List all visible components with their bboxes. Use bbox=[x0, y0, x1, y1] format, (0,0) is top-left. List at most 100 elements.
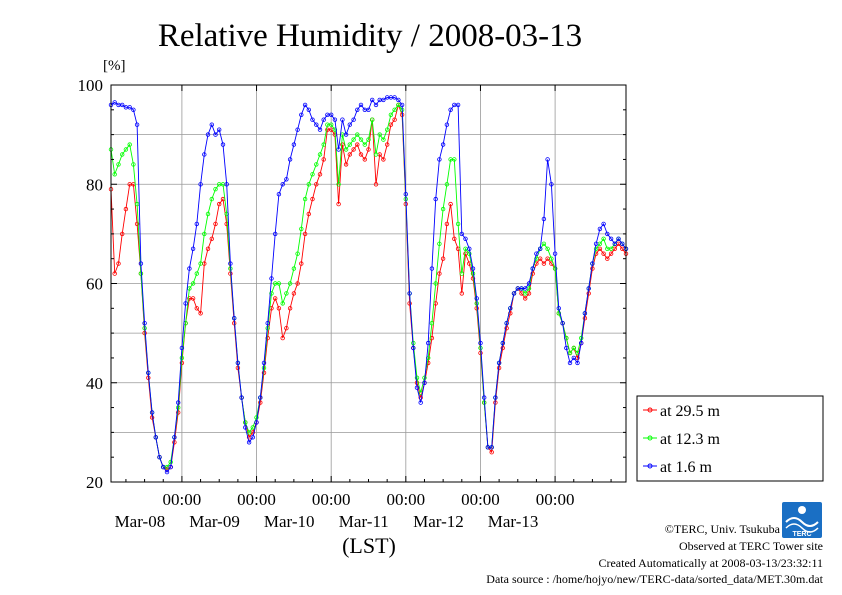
data-point bbox=[295, 251, 300, 256]
data-point bbox=[414, 375, 420, 380]
data-point bbox=[605, 256, 610, 261]
data-point bbox=[560, 321, 565, 326]
data-point bbox=[601, 251, 606, 256]
data-point bbox=[467, 251, 472, 256]
data-point bbox=[194, 271, 199, 276]
data-point bbox=[343, 147, 349, 152]
data-point bbox=[119, 231, 125, 237]
data-point bbox=[123, 206, 129, 212]
data-point bbox=[269, 276, 274, 281]
data-point bbox=[440, 256, 446, 261]
data-point bbox=[314, 182, 319, 187]
data-point bbox=[358, 102, 364, 108]
y-tick-label: 40 bbox=[86, 374, 103, 393]
data-point bbox=[526, 281, 532, 286]
data-point bbox=[355, 107, 360, 112]
created-text: Created Automatically at 2008-03-13/23:3… bbox=[598, 556, 823, 570]
data-point bbox=[489, 450, 494, 455]
data-point bbox=[597, 226, 603, 232]
data-point bbox=[258, 395, 263, 400]
data-point bbox=[291, 142, 297, 147]
legend-marker bbox=[647, 463, 653, 469]
data-point bbox=[343, 132, 349, 137]
data-point bbox=[119, 102, 125, 108]
data-point bbox=[608, 236, 614, 241]
data-point bbox=[168, 464, 173, 470]
data-point bbox=[302, 102, 308, 108]
data-point bbox=[549, 256, 554, 261]
observed-text: Observed at TERC Tower site bbox=[679, 539, 823, 553]
data-point bbox=[172, 435, 177, 440]
data-point bbox=[448, 201, 453, 207]
data-point bbox=[388, 122, 394, 127]
data-point bbox=[306, 107, 311, 112]
data-point bbox=[541, 241, 547, 246]
data-point bbox=[355, 142, 360, 147]
data-point bbox=[310, 196, 315, 202]
data-point bbox=[224, 182, 229, 187]
data-point bbox=[355, 132, 360, 137]
data-point bbox=[336, 147, 341, 152]
data-point bbox=[392, 95, 397, 100]
data-point bbox=[112, 100, 117, 105]
data-point bbox=[545, 246, 550, 251]
data-point bbox=[213, 186, 218, 192]
data-point bbox=[459, 231, 464, 237]
data-point bbox=[134, 221, 140, 227]
data-point bbox=[299, 226, 304, 232]
data-point bbox=[112, 172, 117, 177]
data-point bbox=[198, 311, 203, 316]
data-point bbox=[190, 296, 196, 301]
data-point bbox=[299, 112, 304, 117]
data-point bbox=[608, 246, 614, 251]
series-line bbox=[110, 96, 627, 473]
data-point bbox=[321, 157, 326, 162]
data-point bbox=[552, 266, 558, 271]
data-point bbox=[440, 142, 446, 147]
data-point bbox=[213, 221, 218, 227]
data-point bbox=[273, 296, 278, 301]
data-point bbox=[362, 142, 367, 147]
data-point bbox=[392, 107, 397, 112]
data-point bbox=[291, 291, 297, 296]
data-point bbox=[530, 271, 535, 276]
data-point bbox=[541, 261, 547, 266]
data-point bbox=[119, 152, 125, 157]
data-point bbox=[116, 261, 121, 266]
data-point bbox=[500, 340, 505, 346]
data-point bbox=[202, 231, 207, 237]
data-point bbox=[474, 296, 479, 301]
data-point bbox=[366, 107, 371, 112]
series-line bbox=[110, 103, 627, 471]
data-point bbox=[187, 266, 192, 271]
data-point bbox=[381, 97, 386, 103]
data-point bbox=[276, 281, 282, 286]
data-point bbox=[190, 246, 196, 251]
data-point bbox=[601, 236, 606, 241]
data-point bbox=[601, 221, 606, 227]
data-point bbox=[586, 286, 591, 291]
data-point bbox=[358, 152, 364, 157]
series-2 bbox=[108, 95, 629, 475]
data-point bbox=[422, 380, 427, 385]
y-tick-label: 80 bbox=[86, 175, 103, 194]
data-point bbox=[433, 196, 438, 202]
data-point bbox=[317, 172, 323, 177]
data-point bbox=[582, 311, 588, 316]
data-point bbox=[530, 266, 535, 271]
data-point bbox=[571, 345, 576, 351]
data-point bbox=[261, 360, 267, 366]
data-point bbox=[362, 157, 367, 162]
legend-marker bbox=[647, 435, 653, 441]
data-point bbox=[467, 246, 472, 251]
data-point bbox=[246, 430, 252, 435]
data-point bbox=[340, 117, 345, 122]
data-point bbox=[123, 147, 129, 152]
data-point bbox=[567, 360, 573, 366]
data-point bbox=[385, 142, 390, 147]
data-point bbox=[142, 321, 147, 326]
data-point bbox=[381, 157, 386, 162]
data-point bbox=[254, 415, 259, 420]
data-point bbox=[250, 435, 255, 440]
data-point bbox=[373, 102, 379, 108]
